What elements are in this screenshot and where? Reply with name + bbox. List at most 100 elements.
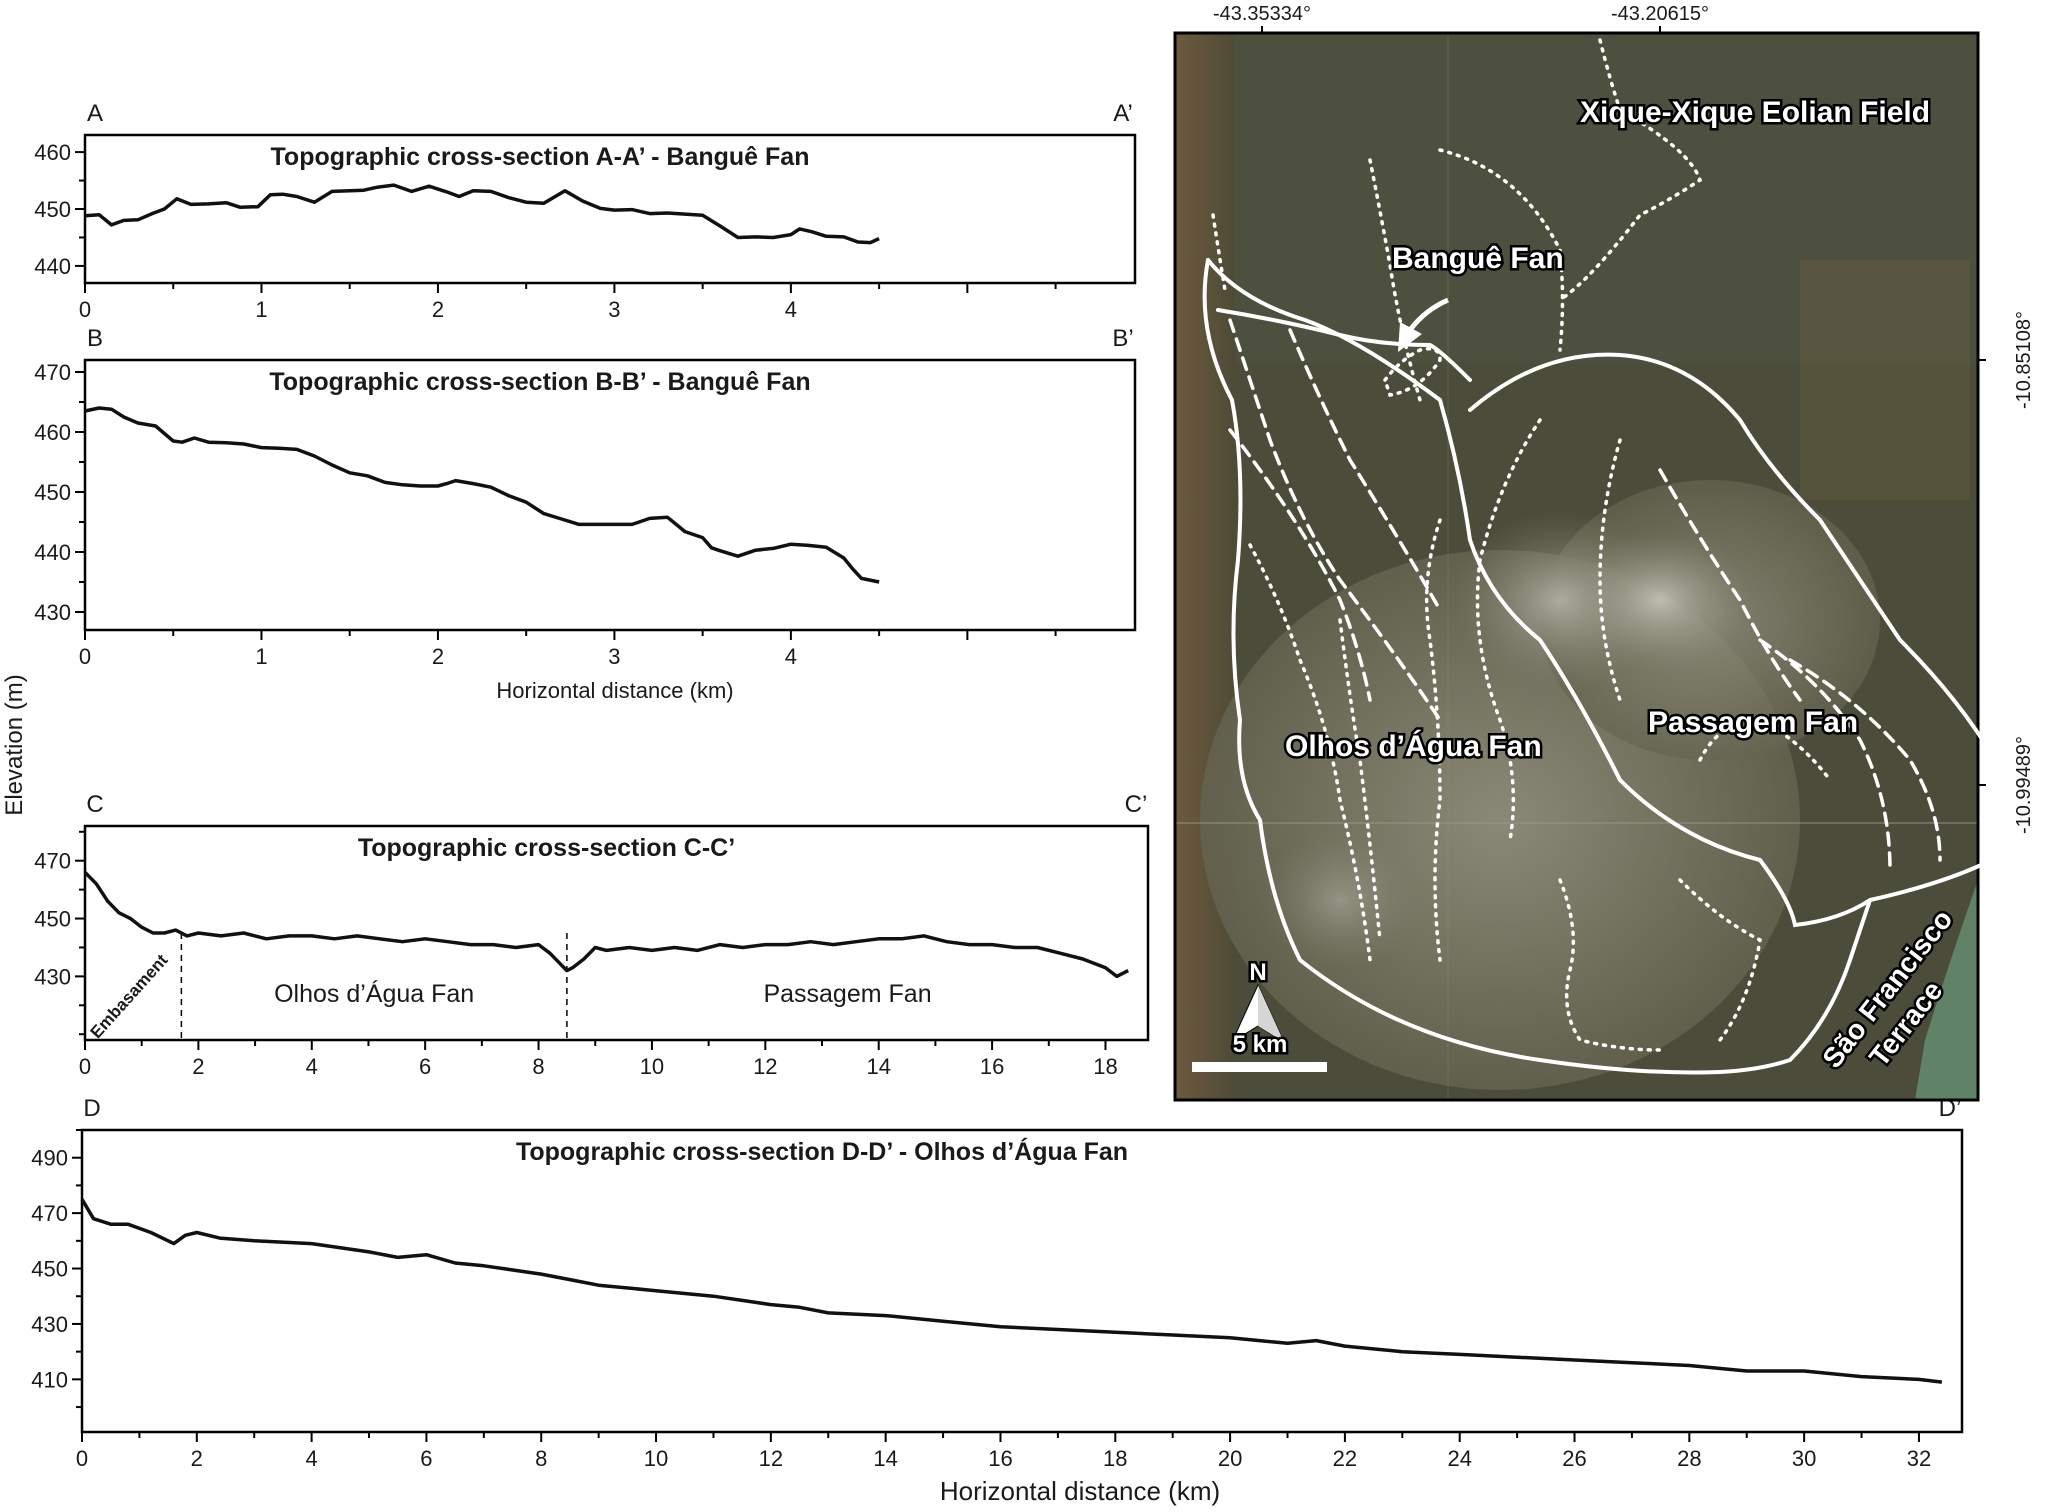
- chart-title: Topographic cross-section C-C’: [358, 834, 735, 862]
- x-tick-label: 18: [1093, 1054, 1117, 1079]
- x-tick-label: 30: [1792, 1446, 1816, 1471]
- x-tick-label: 0: [79, 297, 91, 322]
- x-tick-label: 12: [759, 1446, 783, 1471]
- fan-channels: [1228, 318, 1942, 872]
- zone-label-embasament: Embasament: [87, 950, 172, 1042]
- fan-outlines: [1202, 258, 2015, 1075]
- x-tick-label: 4: [785, 297, 797, 322]
- river: [1915, 880, 1978, 1100]
- scale-label: 5 km: [1233, 1031, 1288, 1058]
- x-tick-label: 32: [1907, 1446, 1931, 1471]
- chart-title: Topographic cross-section D-D’ - Olhos d…: [516, 1137, 1128, 1166]
- chart-title: Topographic cross-section A-A’ - Banguê …: [271, 143, 810, 171]
- y-tick-label: 410: [31, 1367, 68, 1392]
- y-tick-label: 440: [34, 254, 71, 279]
- y-tick-label: 450: [34, 907, 71, 932]
- lon-label-2: -43.20615°: [1611, 3, 1709, 25]
- section-start-label: C: [86, 791, 103, 818]
- x-tick-label: 24: [1447, 1446, 1471, 1471]
- profile-line: [83, 871, 1129, 979]
- x-tick-label: 22: [1333, 1446, 1357, 1471]
- outline-bangue: [1216, 308, 1472, 382]
- x-tick-label: 20: [1218, 1446, 1242, 1471]
- y-tick-label: 430: [34, 600, 71, 625]
- y-tick-label: 450: [34, 480, 71, 505]
- x-tick-label: 4: [306, 1054, 318, 1079]
- scale-bar: 5 km: [1192, 1029, 1327, 1072]
- outline-olhos-dagua: [1202, 258, 1872, 1075]
- x-tick-label: 1: [255, 297, 267, 322]
- section-end-label: A’: [1113, 100, 1133, 127]
- y-tick-label: 450: [34, 197, 71, 222]
- x-tick-label: 2: [432, 297, 444, 322]
- y-tick-label: 470: [34, 360, 71, 385]
- x-tick-label: 0: [79, 644, 91, 669]
- y-tick-label: 450: [31, 1257, 68, 1282]
- x-tick-label: 3: [608, 297, 620, 322]
- x-tick-label: 0: [76, 1446, 88, 1471]
- y-tick-label: 440: [34, 540, 71, 565]
- x-tick-label: 10: [644, 1446, 668, 1471]
- section-end-label: D’: [1939, 1095, 1962, 1122]
- y-tick-label: 460: [34, 140, 71, 165]
- x-tick-label: 2: [191, 1446, 203, 1471]
- x-tick-label: 2: [192, 1054, 204, 1079]
- x-tick-label: 0: [79, 1054, 91, 1079]
- x-tick-label: 6: [420, 1446, 432, 1471]
- x-tick-label: 8: [532, 1054, 544, 1079]
- x-tick-label: 8: [535, 1446, 547, 1471]
- x-tick-label: 16: [980, 1054, 1004, 1079]
- section-start-label: B: [87, 325, 103, 352]
- x-tick-label: 3: [608, 644, 620, 669]
- y-tick-label: 470: [31, 1201, 68, 1226]
- north-label: N: [1249, 959, 1266, 986]
- x-tick-label: 12: [753, 1054, 777, 1079]
- y-tick-label: 430: [34, 964, 71, 989]
- lat-label-1: -10.85108°: [2013, 311, 2035, 409]
- section-end-label: C’: [1125, 791, 1148, 818]
- x-axis-label: Horizontal distance (km): [496, 678, 733, 703]
- outline-main-fan: [1206, 258, 2015, 928]
- cross-section-bb: 430 440 450 460 470 0 1 2 3 4 Topographic cross-se…: [34, 325, 1137, 703]
- lon-label-1: -43.35334°: [1213, 3, 1311, 25]
- plot-frame: [83, 824, 1150, 1042]
- profile-line: [84, 183, 880, 245]
- north-arrow: N: [1230, 957, 1286, 1044]
- y-tick-label: 460: [34, 420, 71, 445]
- plot-frame: [80, 1128, 1964, 1434]
- chart-title: Topographic cross-section B-B’ - Banguê …: [269, 368, 810, 396]
- x-tick-label: 4: [785, 644, 797, 669]
- x-tick-label: 26: [1562, 1446, 1586, 1471]
- y-tick-label: 470: [34, 849, 71, 874]
- x-tick-label: 10: [640, 1054, 664, 1079]
- section-end-label: B’: [1112, 325, 1133, 352]
- x-tick-label: 4: [305, 1446, 317, 1471]
- profile-line: [84, 406, 880, 584]
- profile-line: [80, 1198, 1943, 1384]
- x-tick-label: 2: [432, 644, 444, 669]
- x-axis-label: Horizontal distance (km): [940, 1476, 1220, 1506]
- y-tick-label: 490: [31, 1146, 68, 1171]
- fan-lobes: [1211, 38, 1832, 1052]
- x-tick-label: 28: [1677, 1446, 1701, 1471]
- x-tick-label: 1: [255, 644, 267, 669]
- section-start-label: D: [83, 1095, 100, 1122]
- satellite-map: Xique-Xique Eolian Field Banguê Fan Olho…: [1173, 3, 2035, 1102]
- x-tick-label: 18: [1103, 1446, 1127, 1471]
- cross-section-aa: 440 450 460 0 1 2 3 4 Topographic cross-section …: [34, 100, 1137, 322]
- label-olhos-dagua-fan: Olhos d’Água Fan: [1285, 729, 1542, 763]
- x-tick-label: 14: [873, 1446, 897, 1471]
- zone-label: Passagem Fan: [763, 980, 931, 1008]
- y-axis-label: Elevation (m): [1, 674, 28, 815]
- label-passagem-fan: Passagem Fan: [1648, 706, 1858, 739]
- lat-label-2: -10.99489°: [2013, 736, 2035, 834]
- section-start-label: A: [87, 100, 103, 127]
- label-xique-xique: Xique-Xique Eolian Field: [1580, 96, 1930, 129]
- x-tick-label: 6: [419, 1054, 431, 1079]
- y-tick-label: 430: [31, 1312, 68, 1337]
- bangue-arrow: [1398, 297, 1450, 352]
- plot-frame: [83, 358, 1137, 632]
- x-tick-label: 14: [866, 1054, 890, 1079]
- cross-section-cc: 430 450 470 0 2 4 6 8 10 12 14 16 18 Topographic cros…: [34, 791, 1150, 1079]
